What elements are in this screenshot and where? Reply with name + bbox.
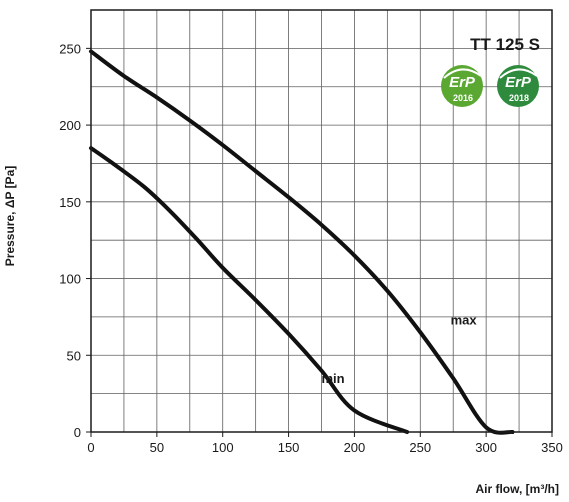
x-tick-label: 250 bbox=[409, 440, 431, 455]
erp-2018-badge-year: 2018 bbox=[509, 93, 529, 103]
y-tick-label: 200 bbox=[59, 118, 81, 133]
erp-2018-badge: ErP 2018 bbox=[497, 65, 539, 107]
erp-2018-badge-label: ErP bbox=[505, 74, 532, 91]
x-tick-label: 350 bbox=[541, 440, 563, 455]
y-tick-label: 150 bbox=[59, 195, 81, 210]
y-tick-labels: 0 50 100 150 200 250 bbox=[59, 41, 91, 440]
x-tick-label: 100 bbox=[212, 440, 234, 455]
x-tick-labels: 0 50 100 150 200 250 300 350 bbox=[87, 432, 563, 455]
x-tick-label: 200 bbox=[344, 440, 366, 455]
chart-title: TT 125 S bbox=[470, 35, 540, 54]
y-tick-label: 50 bbox=[67, 348, 81, 363]
x-tick-label: 150 bbox=[278, 440, 300, 455]
x-tick-label: 50 bbox=[150, 440, 164, 455]
x-axis-title: Air flow, [m³/h] bbox=[475, 482, 559, 496]
series-label-min: min bbox=[322, 371, 345, 386]
series-line-min bbox=[89, 146, 410, 434]
erp-2016-leaf-arc bbox=[443, 68, 482, 79]
y-tick-label: 250 bbox=[59, 41, 81, 56]
x-tick-label: 300 bbox=[475, 440, 497, 455]
x-tick-label: 0 bbox=[87, 440, 94, 455]
y-axis-title: Pressure, ΔP [Pa] bbox=[3, 166, 17, 266]
erp-2016-badge-year: 2016 bbox=[453, 93, 473, 103]
curves bbox=[89, 49, 515, 435]
erp-2016-badge-label: ErP bbox=[449, 74, 476, 91]
erp-2018-badge-circle bbox=[497, 65, 539, 107]
series-labels: max min bbox=[322, 313, 478, 386]
erp-2018-leaf-arc bbox=[499, 68, 538, 79]
plot-frame bbox=[90, 9, 553, 433]
erp-2016-badge: ErP 2016 bbox=[441, 65, 483, 107]
y-tick-label: 100 bbox=[59, 272, 81, 287]
series-label-max: max bbox=[451, 313, 478, 328]
series-line-max bbox=[89, 49, 515, 435]
erp-2016-badge-circle bbox=[441, 65, 483, 107]
y-tick-label: 0 bbox=[74, 425, 81, 440]
